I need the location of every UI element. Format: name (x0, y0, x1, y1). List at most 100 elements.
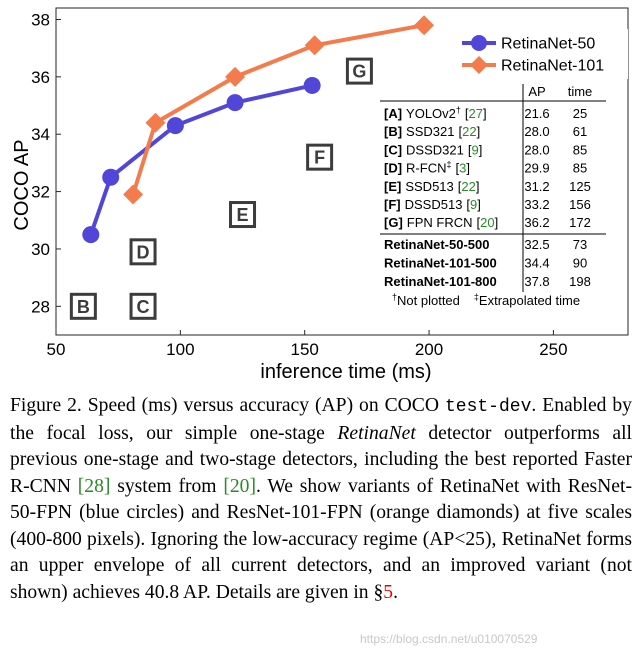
y-axis-label: COCO AP (11, 139, 33, 230)
series-point (123, 184, 144, 205)
row-bracket: ] (477, 197, 481, 212)
y-tick-label: 30 (31, 240, 50, 259)
detector-label: D (137, 242, 150, 262)
table-cell-ap: 28.0 (524, 124, 549, 139)
table-cell-time: 90 (573, 256, 587, 271)
table-row-name: [B] SSD321 [22] (384, 124, 480, 139)
table-row-name: RetinaNet-101-800 (384, 274, 497, 289)
row-bracket: ] (476, 179, 480, 194)
caption-text: . We show variants of RetinaNet with Res… (10, 475, 632, 603)
row-bracket: [ (466, 197, 470, 212)
detector-label-box (129, 238, 157, 266)
legend-marker (471, 35, 487, 51)
table-cell-time: 73 (573, 237, 587, 252)
caption-text: . (393, 581, 398, 603)
row-bracket: [ (458, 179, 462, 194)
row-citation: 22 (462, 124, 476, 139)
table-cell-ap: 33.2 (524, 197, 549, 212)
legend-marker (470, 56, 488, 74)
row-footnote-mark: ‡ (446, 160, 451, 170)
caption-text: . Enabled by the focal loss, our simple … (10, 395, 632, 444)
detector-label-box (229, 201, 257, 229)
row-citation: 27 (469, 106, 483, 121)
watermark: https://blog.csdn.net/u010070529 (360, 632, 538, 646)
caption-italic: RetinaNet (337, 422, 416, 444)
table-cell-time: 172 (569, 215, 591, 230)
row-citation: 20 (480, 215, 494, 230)
series-point (145, 112, 166, 133)
figure-caption: Figure 2. Speed (ms) versus accuracy (AP… (10, 393, 632, 606)
table-footnote: †Not plotted ‡Extrapolated time (392, 292, 580, 308)
table-row-name: RetinaNet-50-500 (384, 237, 490, 252)
row-method: SSD321 (406, 124, 454, 139)
row-citation: 9 (471, 142, 478, 157)
caption-mono: test-dev (444, 397, 532, 417)
series-point (166, 117, 184, 135)
citation-link[interactable]: [20] (223, 475, 256, 497)
row-citation: 3 (459, 161, 466, 176)
chart-legend: RetinaNet-50 RetinaNet-101 (456, 29, 628, 79)
row-method: SSD513 (405, 179, 453, 194)
row-bracket: [ (477, 215, 481, 230)
table-row-name: [F] DSSD513 [9] (384, 197, 481, 212)
table-cell-ap: 29.9 (524, 161, 549, 176)
row-bracket: ] (479, 142, 483, 157)
table-cell-time: 85 (573, 142, 587, 157)
row-method: FPN FRCN (407, 215, 473, 230)
caption-text: Figure 2. Speed (ms) versus accuracy (AP… (10, 395, 445, 416)
row-tag: [B] (384, 124, 402, 139)
row-method: YOLOv2 (406, 106, 456, 121)
speed-accuracy-chart: 50 100 150 200 250 28 30 32 34 36 38 B C D E F G Retina… (11, 7, 629, 383)
x-tick-label: 150 (291, 340, 319, 359)
chart-axes: 50 100 150 200 250 28 30 32 34 36 38 (31, 7, 629, 359)
section-link[interactable]: 5 (383, 581, 394, 603)
legend-box (456, 29, 628, 79)
series-point (304, 35, 325, 56)
x-tick-label: 200 (415, 340, 443, 359)
x-tick-label: 100 (166, 340, 194, 359)
caption-text: system from (110, 475, 224, 497)
y-tick-label: 28 (31, 297, 50, 316)
table-cell-ap: 37.8 (524, 274, 549, 289)
row-tag: [E] (384, 179, 401, 194)
table-cell-ap: 21.6 (524, 106, 549, 121)
legend-label: RetinaNet-50 (501, 36, 595, 53)
footnote-text: Extrapolated time (479, 293, 580, 308)
detector-label-box (69, 292, 97, 320)
row-tag: [G] (384, 215, 403, 230)
detector-label-box (345, 57, 373, 85)
table-cell-time: 125 (569, 179, 591, 194)
detector-label: C (137, 297, 150, 317)
table-row-name: RetinaNet-101-500 (384, 256, 497, 271)
series-line (131, 23, 425, 196)
footnote-ddagger: ‡ (474, 292, 479, 302)
y-tick-label: 32 (31, 183, 50, 202)
caption-text: detector outperforms all previous one-st… (10, 422, 632, 497)
row-tag: [A] (384, 106, 402, 121)
detector-label-box (306, 143, 334, 171)
detector-label: G (352, 62, 366, 82)
series-point (225, 66, 246, 87)
table-cell-ap: 31.2 (524, 179, 549, 194)
row-bracket: [ (465, 106, 469, 121)
table-cell-time: 85 (573, 161, 587, 176)
detector-label: B (77, 297, 90, 317)
table-cell-time: 156 (569, 197, 591, 212)
x-tick-label: 250 (539, 340, 567, 359)
row-bracket: [ (456, 161, 460, 176)
series-point (82, 226, 100, 244)
row-tag: [C] (384, 142, 402, 157)
row-bracket: ] (477, 124, 481, 139)
table-header: AP (528, 84, 545, 99)
row-bracket: ] (466, 161, 470, 176)
detector-label-box (129, 292, 157, 320)
table-cell-ap: 36.2 (524, 215, 549, 230)
x-axis-label: inference time (ms) (260, 361, 431, 383)
citation-link[interactable]: [28] (77, 475, 111, 497)
row-footnote-mark: † (456, 105, 461, 115)
footnote-dagger: † (392, 292, 397, 302)
table-cell-time: 61 (573, 124, 587, 139)
row-method: DSSD513 (405, 197, 463, 212)
y-tick-label: 38 (31, 10, 50, 29)
table-header: time (568, 84, 593, 99)
